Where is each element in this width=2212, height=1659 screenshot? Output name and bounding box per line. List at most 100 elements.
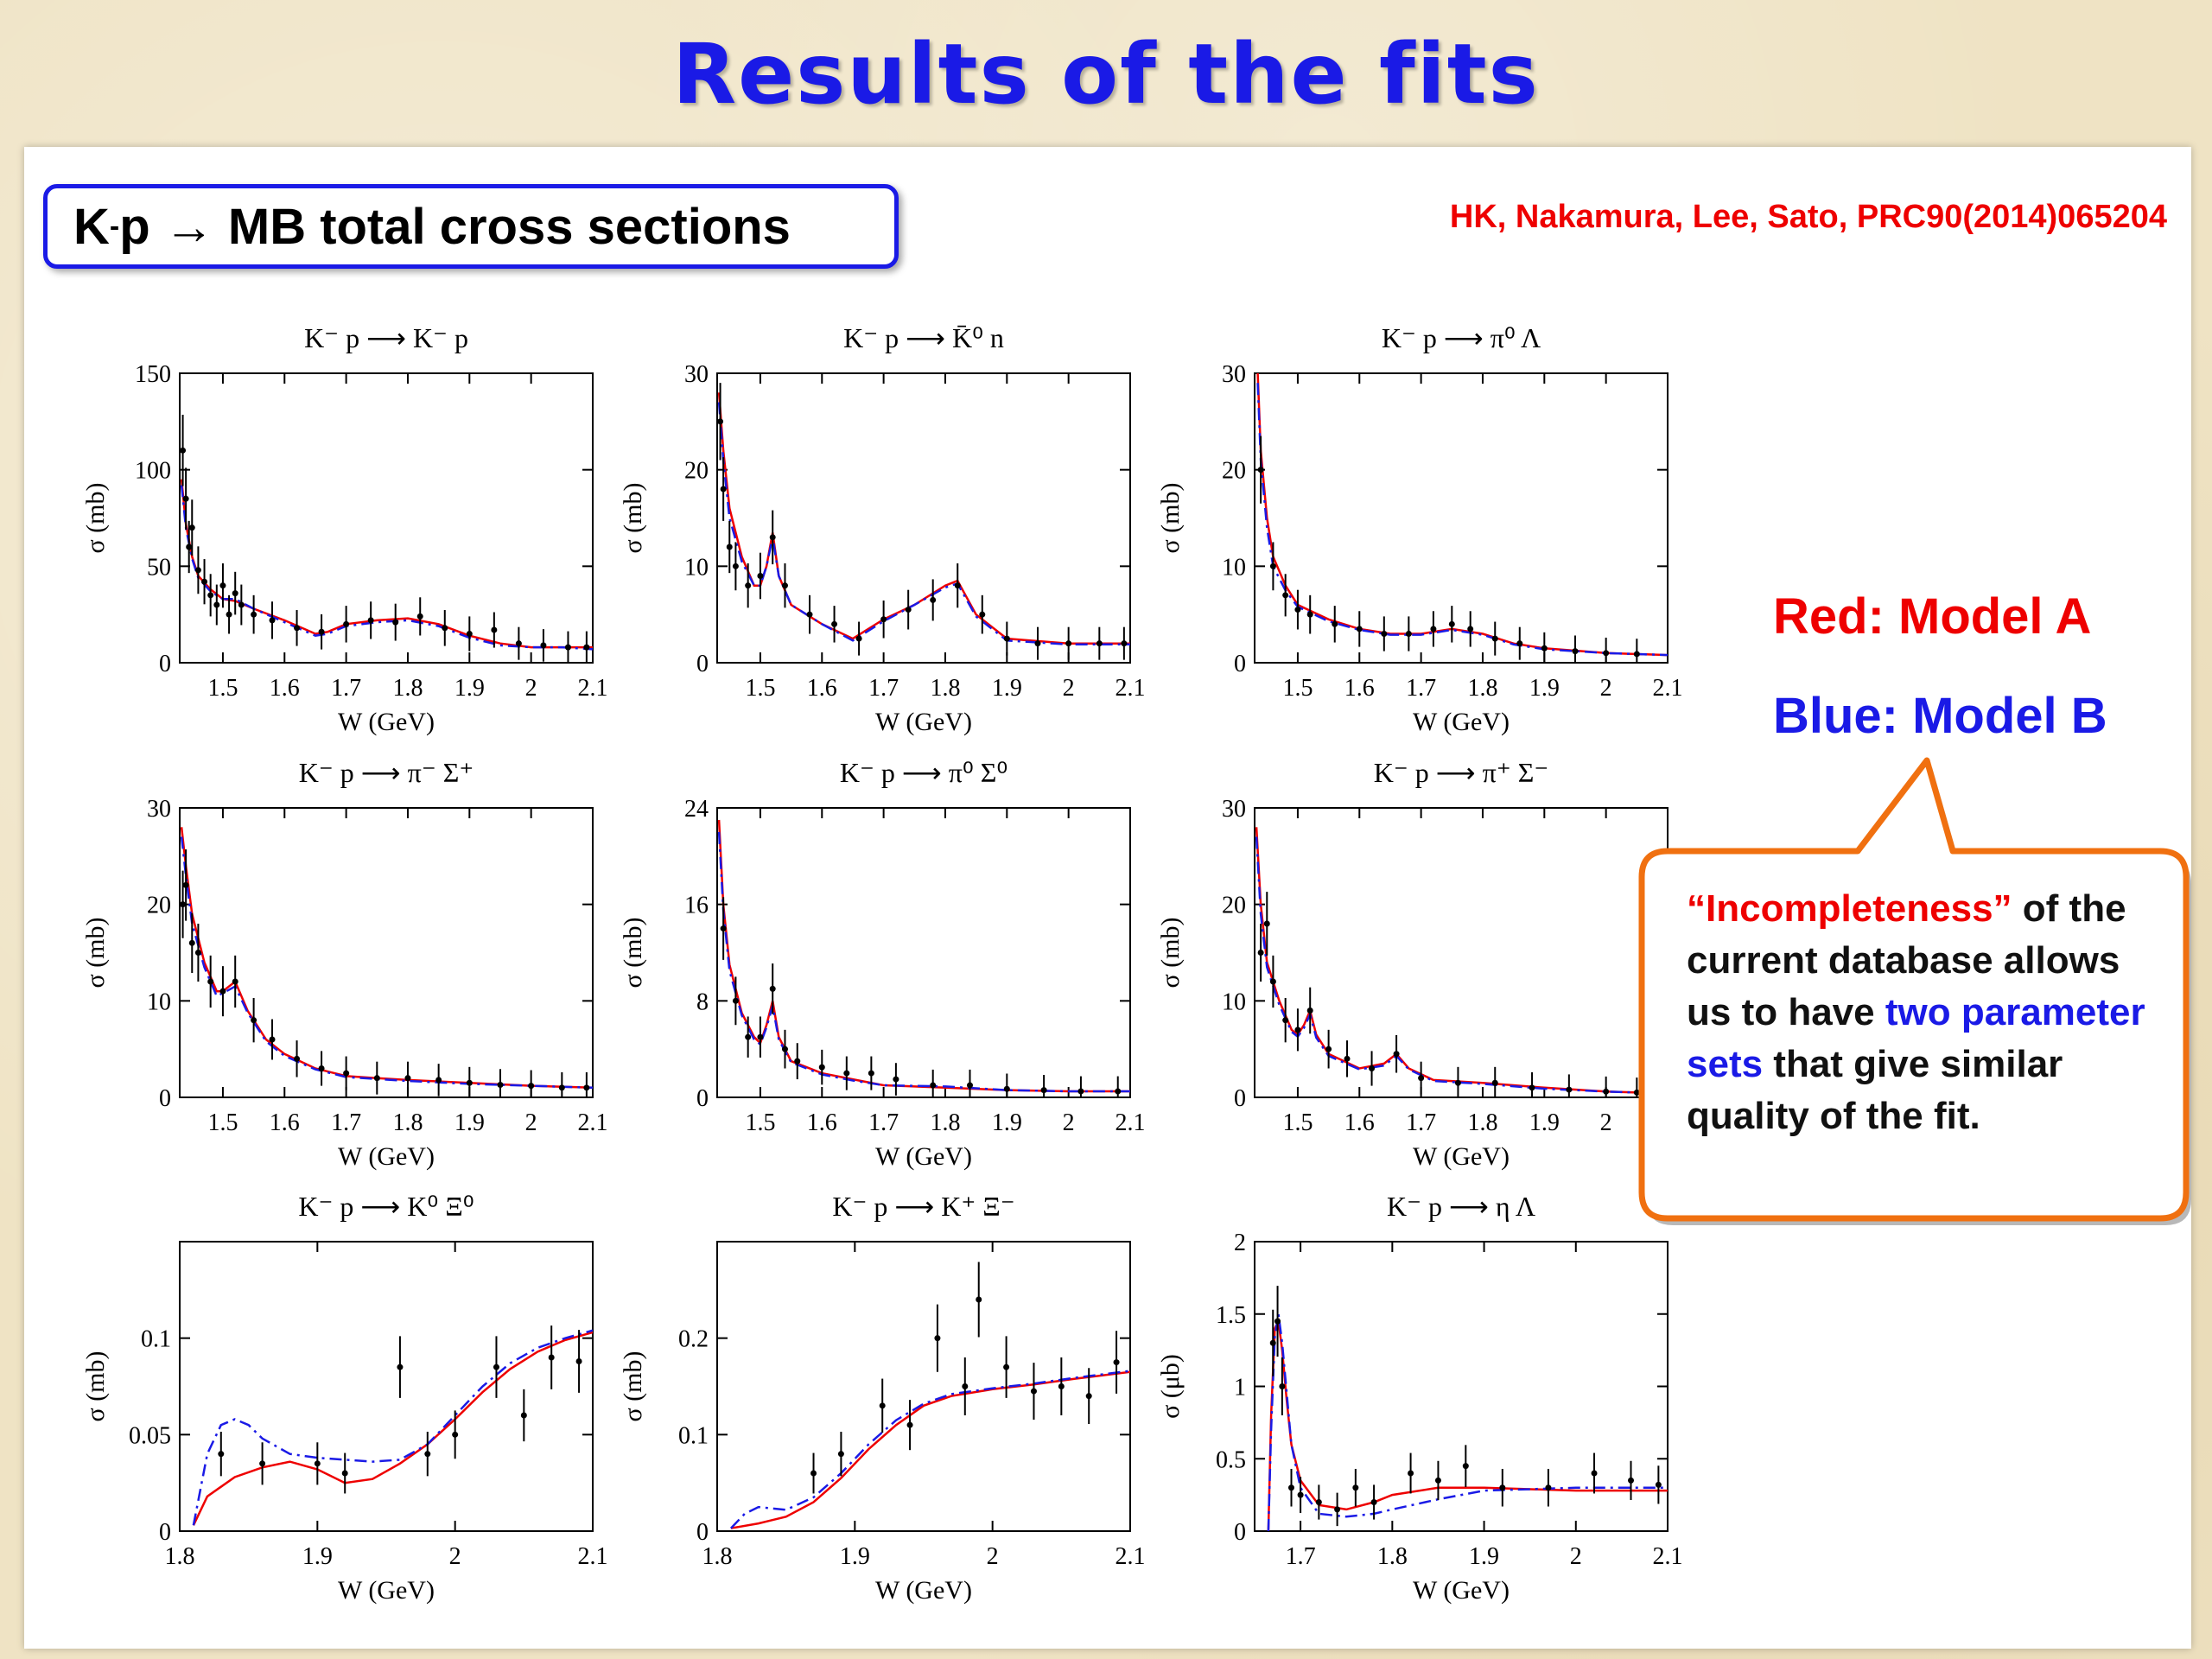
x-tick-label: 1.5 — [1282, 1109, 1313, 1136]
data-point — [1603, 1088, 1610, 1095]
y-tick-label: 0 — [159, 651, 171, 677]
data-point — [1491, 1079, 1498, 1086]
y-tick-label: 20 — [1222, 458, 1246, 485]
plot-frame — [179, 807, 594, 1098]
x-axis-label: W (GeV) — [875, 1142, 972, 1171]
data-point — [238, 601, 245, 608]
data-point — [558, 1084, 565, 1091]
x-tick-label: 1.8 — [1467, 675, 1497, 702]
data-point — [314, 1460, 321, 1467]
y-tick-label: 30 — [1222, 361, 1246, 388]
data-point — [232, 590, 238, 597]
y-axis-label: σ (mb) — [619, 483, 647, 554]
data-point — [435, 1077, 442, 1084]
x-tick-label: 2 — [987, 1543, 999, 1570]
x-tick-label: 1.6 — [270, 1109, 300, 1136]
plot-2: K⁻ p ⟶ K̄⁰ n 1.5 1.6 1.7 1.8 1.9 2 2.1 0 10 20 30 W … — [619, 322, 1146, 736]
plot-9: K⁻ p ⟶ η Λ 1.7 1.8 1.9 2 2.1 0 0.5 1 1.5 2 W (GeV) σ… — [1156, 1191, 1683, 1605]
data-point — [1541, 645, 1548, 652]
data-point — [1370, 1499, 1377, 1505]
data-point — [717, 418, 724, 425]
plot-1: K⁻ p ⟶ K⁻ p 1.5 1.6 1.7 1.8 1.9 2 2.1 0 50 100 150 W… — [81, 322, 608, 736]
x-tick-label: 2.1 — [578, 675, 608, 702]
x-axis-label: W (GeV) — [1413, 1142, 1510, 1171]
y-tick-label: 0.1 — [678, 1422, 709, 1449]
y-tick-label: 0 — [159, 1085, 171, 1112]
data-point — [1572, 648, 1579, 655]
section-sup: - — [109, 209, 120, 243]
x-tick-label: 1.6 — [1344, 1109, 1375, 1136]
data-point — [575, 1357, 582, 1364]
data-point — [564, 644, 571, 651]
x-tick-label: 2.1 — [1116, 675, 1146, 702]
data-point — [1325, 1046, 1332, 1052]
data-point — [540, 642, 547, 649]
x-tick-label: 1.6 — [807, 675, 837, 702]
y-axis-label: σ (mb) — [1156, 918, 1185, 988]
data-point — [1279, 1383, 1286, 1389]
x-tick-label: 1.6 — [807, 1109, 837, 1136]
data-point — [1287, 1484, 1294, 1491]
data-point — [1628, 1477, 1635, 1484]
plot-title: K⁻ p ⟶ K̄⁰ n — [843, 322, 1004, 353]
plot-area — [1267, 1286, 1668, 1531]
plot-area — [1256, 373, 1668, 663]
callout-two-sets: two parameter sets — [1687, 991, 2145, 1085]
data-point — [182, 881, 189, 888]
plot-area — [717, 819, 1130, 1097]
y-tick-label: 30 — [147, 796, 171, 823]
y-tick-label: 100 — [135, 458, 171, 485]
plot-title: K⁻ p ⟶ π⁻ Σ⁺ — [299, 757, 474, 788]
model-a-curve — [192, 1331, 593, 1526]
y-tick-label: 0 — [1234, 1085, 1246, 1112]
data-point — [1315, 1499, 1322, 1505]
x-tick-label: 1.9 — [1529, 675, 1560, 702]
x-axis-label: W (GeV) — [1413, 1576, 1510, 1605]
y-tick-label: 24 — [684, 796, 709, 823]
data-point — [294, 1055, 301, 1062]
data-point — [491, 626, 498, 633]
x-tick-label: 1.9 — [992, 675, 1022, 702]
data-point — [219, 582, 226, 589]
data-point — [1516, 640, 1523, 647]
x-tick-label: 1.7 — [1406, 675, 1436, 702]
plot-title: K⁻ p ⟶ π⁰ Σ⁰ — [840, 757, 1007, 788]
plot-7: K⁻ p ⟶ K⁰ Ξ⁰ 1.8 1.9 2 2.1 0 0.05 0.1 W (GeV) σ (… — [81, 1191, 608, 1605]
data-point — [1003, 1363, 1010, 1370]
y-tick-label: 0.05 — [129, 1422, 171, 1449]
data-point — [392, 619, 399, 626]
plot-frame — [179, 372, 594, 664]
x-tick-label: 2 — [449, 1543, 461, 1570]
data-point — [194, 567, 201, 574]
x-tick-label: 2.1 — [578, 1543, 608, 1570]
y-tick-label: 10 — [684, 554, 709, 581]
x-axis-label: W (GeV) — [338, 1576, 435, 1605]
y-tick-label: 20 — [684, 458, 709, 485]
callout-text: “Incompleteness” of the current database… — [1687, 883, 2153, 1142]
data-point — [1655, 1481, 1662, 1488]
data-point — [1263, 920, 1270, 927]
section-rest: p → MB total cross sections — [119, 198, 791, 255]
data-point — [732, 997, 739, 1004]
x-tick-label: 1.8 — [1377, 1543, 1408, 1570]
plot-frame — [716, 372, 1131, 664]
data-point — [373, 1075, 380, 1082]
data-point — [1467, 626, 1474, 632]
data-point — [269, 617, 276, 624]
y-tick-label: 0 — [159, 1519, 171, 1546]
data-point — [232, 978, 238, 985]
section-heading: K- p → MB total cross sections — [43, 184, 899, 269]
data-point — [515, 640, 522, 647]
x-axis-label: W (GeV) — [1413, 708, 1510, 736]
data-point — [837, 1451, 844, 1458]
data-point — [1294, 1027, 1301, 1033]
plot-area — [192, 1325, 593, 1526]
data-point — [1306, 611, 1313, 618]
slide-title: Results of the fits — [672, 26, 1540, 123]
model-b-curve — [1267, 1313, 1668, 1531]
model-b-curve — [717, 402, 1130, 646]
data-point — [1462, 1463, 1469, 1470]
x-axis-label: W (GeV) — [875, 1576, 972, 1605]
data-point — [934, 1335, 941, 1342]
